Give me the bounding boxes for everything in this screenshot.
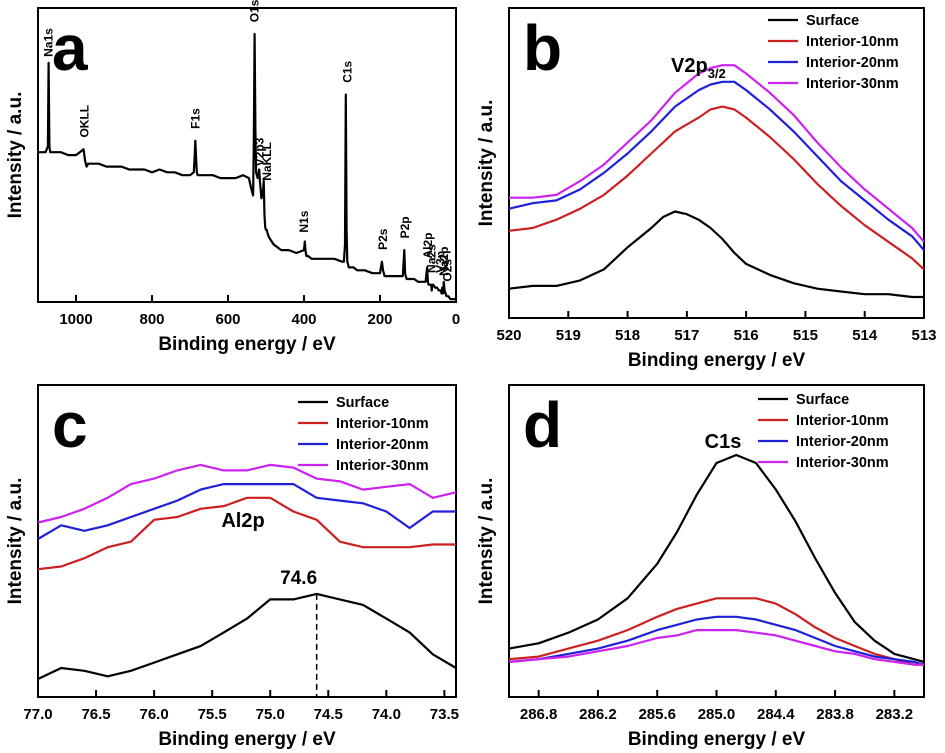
peak-label: O1s	[248, 0, 262, 22]
x-tick-label: 519	[556, 327, 581, 344]
x-axis-label: Binding energy / eV	[628, 729, 806, 750]
peak-label: Na2s	[425, 244, 439, 273]
x-tick-label: 520	[496, 327, 521, 344]
x-tick-label: 75.5	[198, 706, 227, 723]
x-axis-label: Binding energy / eV	[628, 350, 806, 371]
peak-label: OKLL	[77, 105, 91, 138]
series-line-surface	[37, 592, 457, 680]
x-axis-label: Binding energy / eV	[158, 729, 336, 750]
peak-marker-label: 74.6	[280, 568, 317, 589]
series-line-interior-10nm	[508, 597, 924, 666]
panel-c: 77.0 76.5 76.0 75.5 75.0 74.5 74.0 73.5 Binding …	[5, 384, 459, 750]
panel-b: 520 519 518 517 516 515 514 513 Binding energy /…	[476, 7, 937, 371]
x-tick-label: 800	[139, 311, 164, 328]
x-tick-label: 0	[452, 311, 460, 328]
x-tick-label: 285.6	[638, 706, 676, 723]
peak-label: P2s	[376, 228, 390, 250]
legend-label: Interior-20nm	[806, 55, 899, 71]
peak-label: V2p3	[253, 137, 267, 166]
x-tick-label: 74.5	[314, 706, 343, 723]
chart-title-subscript: 3/2	[708, 66, 726, 81]
panel-label: c	[52, 389, 88, 461]
series-line-surface	[508, 453, 925, 663]
x-tick-label: 76.5	[81, 706, 110, 723]
peak-label: F1s	[188, 108, 202, 129]
series-line-interior-10nm	[37, 496, 456, 571]
panel-label: d	[523, 389, 562, 461]
series-line-interior-20nm	[508, 615, 925, 666]
x-tick-label: 286.8	[520, 706, 558, 723]
x-tick-label: 514	[852, 327, 878, 344]
series-line-surface	[508, 210, 924, 299]
chart-title: V2p3/2	[671, 55, 726, 81]
x-tick-label: 76.0	[140, 706, 169, 723]
legend-label: Surface	[806, 13, 859, 29]
peak-label: C1s	[340, 60, 354, 82]
series-line-interior-30nm	[508, 629, 924, 666]
x-tick-label: 200	[367, 311, 392, 328]
legend-label: Surface	[796, 392, 849, 408]
x-tick-label: 515	[793, 327, 818, 344]
x-axis-label: Binding energy / eV	[158, 334, 336, 355]
panel-label: a	[52, 12, 88, 84]
x-tick-label: 400	[291, 311, 316, 328]
x-tick-label: 283.2	[876, 706, 914, 723]
y-axis-label: Intensity / a.u.	[5, 478, 26, 605]
legend-label: Interior-30nm	[336, 458, 429, 474]
series-line-interior-30nm	[509, 64, 925, 243]
peak-label: V3p	[433, 251, 447, 273]
series-line-interior-20nm	[508, 80, 925, 251]
x-tick-label: 75.0	[256, 706, 285, 723]
x-tick-label: 285.0	[698, 706, 736, 723]
chart-title: Al2p	[221, 510, 264, 532]
panel-a: 1000 800 600 400 200 0 Binding energy / eV Inte…	[5, 0, 460, 355]
series-line-interior-10nm	[508, 105, 925, 271]
series-line-interior-30nm	[37, 463, 457, 524]
series-line-spectrum	[38, 32, 456, 301]
panel-d: 286.8 286.2 285.6 285.0 284.4 283.8 283.2 Bindi…	[476, 384, 925, 750]
legend-label: Interior-10nm	[796, 413, 889, 429]
legend-label: Interior-20nm	[796, 434, 889, 450]
plot-frame	[37, 384, 457, 698]
x-tick-label: 517	[674, 327, 699, 344]
x-tick-label: 600	[215, 311, 240, 328]
x-tick-label: 74.0	[372, 706, 401, 723]
plot-frame	[508, 7, 925, 319]
x-tick-label: 1000	[59, 311, 92, 328]
legend-label: Surface	[336, 395, 389, 411]
peak-label: P2p	[398, 216, 412, 238]
plot-frame	[37, 7, 457, 303]
y-axis-label: Intensity / a.u.	[476, 100, 497, 227]
peak-label: Na1s	[42, 28, 56, 57]
x-tick-label: 518	[615, 327, 640, 344]
x-tick-label: 77.0	[23, 706, 52, 723]
legend-label: Interior-10nm	[336, 416, 429, 432]
legend-label: Interior-30nm	[796, 455, 889, 471]
x-tick-label: 516	[734, 327, 759, 344]
y-axis-label: Intensity / a.u.	[5, 92, 26, 219]
peak-label: N1s	[297, 210, 311, 232]
x-tick-label: 284.4	[757, 706, 795, 723]
x-tick-label: 73.5	[430, 706, 459, 723]
peak-label: Na2p	[437, 246, 451, 275]
x-tick-label: 513	[911, 327, 936, 344]
x-tick-label: 286.2	[579, 706, 617, 723]
y-axis-label: Intensity / a.u.	[476, 478, 497, 605]
chart-title: C1s	[705, 431, 742, 453]
peak-label: NaKLL	[260, 142, 274, 181]
peak-label: Al2p	[421, 233, 435, 259]
series-line-interior-20nm	[37, 483, 456, 540]
legend-label: Interior-10nm	[806, 34, 899, 50]
panel-label: b	[523, 12, 562, 84]
x-tick-label: 283.8	[816, 706, 854, 723]
peak-label: O2s	[440, 259, 454, 282]
legend-label: Interior-30nm	[806, 76, 899, 92]
legend-label: Interior-20nm	[336, 437, 429, 453]
